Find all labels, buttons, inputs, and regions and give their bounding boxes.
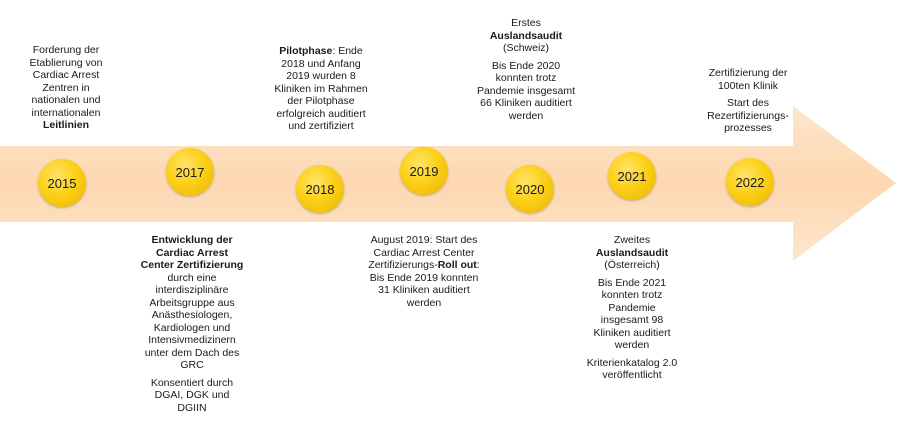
milestone-2019-bold: Roll out <box>437 259 477 271</box>
milestone-2020: Erstes Auslandsaudit (Schweiz) Bis Ende 20… <box>474 17 578 122</box>
milestone-2019: August 2019: Start des Cardiac Arrest Ce… <box>368 234 480 309</box>
year-node-2018: 2018 <box>296 165 344 213</box>
year-label-2017: 2017 <box>175 164 205 180</box>
year-label-2018: 2018 <box>305 181 335 197</box>
milestone-2017-note: Konsentiert durch DGAI, DGK und DGIIN <box>150 376 234 414</box>
milestone-2020-bold: Auslandsaudit <box>489 29 563 42</box>
milestone-2015: Forderung der Etablierung von Cardiac Ar… <box>18 44 114 132</box>
milestone-2019-pre: August 2019: Start des Cardiac Arrest Ce… <box>368 234 478 271</box>
milestone-2022: Zertifizierung der 100ten Klinik Start d… <box>698 67 798 135</box>
milestone-2015-bold: Leitlinien <box>42 119 90 131</box>
milestone-2021-text: Bis Ende 2021 konnten trotz Pandemie ins… <box>593 276 671 352</box>
year-node-2017: 2017 <box>166 148 214 196</box>
milestone-2021-bold: Auslandsaudit <box>595 246 669 259</box>
milestone-2015-text: Forderung der Etablierung von Cardiac Ar… <box>29 44 103 119</box>
milestone-2017: Entwicklung der Cardiac Arrest Center Ze… <box>140 234 244 414</box>
year-label-2022: 2022 <box>735 174 765 190</box>
milestone-2021-note: Kriterienkatalog 2.0 veröffentlicht <box>586 356 678 382</box>
milestone-2020-pre: Erstes <box>511 17 541 29</box>
milestone-2020-text: Bis Ende 2020 konnten trotz Pandemie ins… <box>476 59 576 122</box>
milestone-2018: Pilotphase: Ende 2018 und Anfang 2019 wu… <box>269 45 373 133</box>
milestone-2018-text: : Ende 2018 und Anfang 2019 wurden 8 Kli… <box>274 45 368 132</box>
milestone-2017-bold: Entwicklung der Cardiac Arrest Center Ze… <box>140 234 244 271</box>
milestone-2022-line2: Start des Rezertifizierungs-prozesses <box>707 97 789 134</box>
milestone-2018-bold: Pilotphase <box>279 45 333 57</box>
milestone-2017-text: durch eine interdisziplinäre Arbeitsgrup… <box>144 271 240 372</box>
milestone-2022-line1: Zertifizierung der 100ten Klinik <box>708 67 788 92</box>
milestone-2020-paren: (Schweiz) <box>502 42 550 54</box>
year-label-2019: 2019 <box>409 163 439 179</box>
year-node-2019: 2019 <box>400 147 448 195</box>
milestone-2019-text: : Bis Ende 2019 konnten 31 Kliniken audi… <box>369 259 480 309</box>
year-node-2022: 2022 <box>726 158 774 206</box>
milestone-2021: Zweites Auslandsaudit (Österreich) Bis End… <box>584 234 680 382</box>
year-label-2015: 2015 <box>47 175 77 191</box>
year-node-2021: 2021 <box>608 152 656 200</box>
year-label-2020: 2020 <box>515 181 545 197</box>
year-label-2021: 2021 <box>617 168 647 184</box>
year-node-2015: 2015 <box>38 159 86 207</box>
year-node-2020: 2020 <box>506 165 554 213</box>
milestone-2021-paren: (Österreich) <box>604 259 660 271</box>
milestone-2021-pre: Zweites <box>613 234 651 246</box>
